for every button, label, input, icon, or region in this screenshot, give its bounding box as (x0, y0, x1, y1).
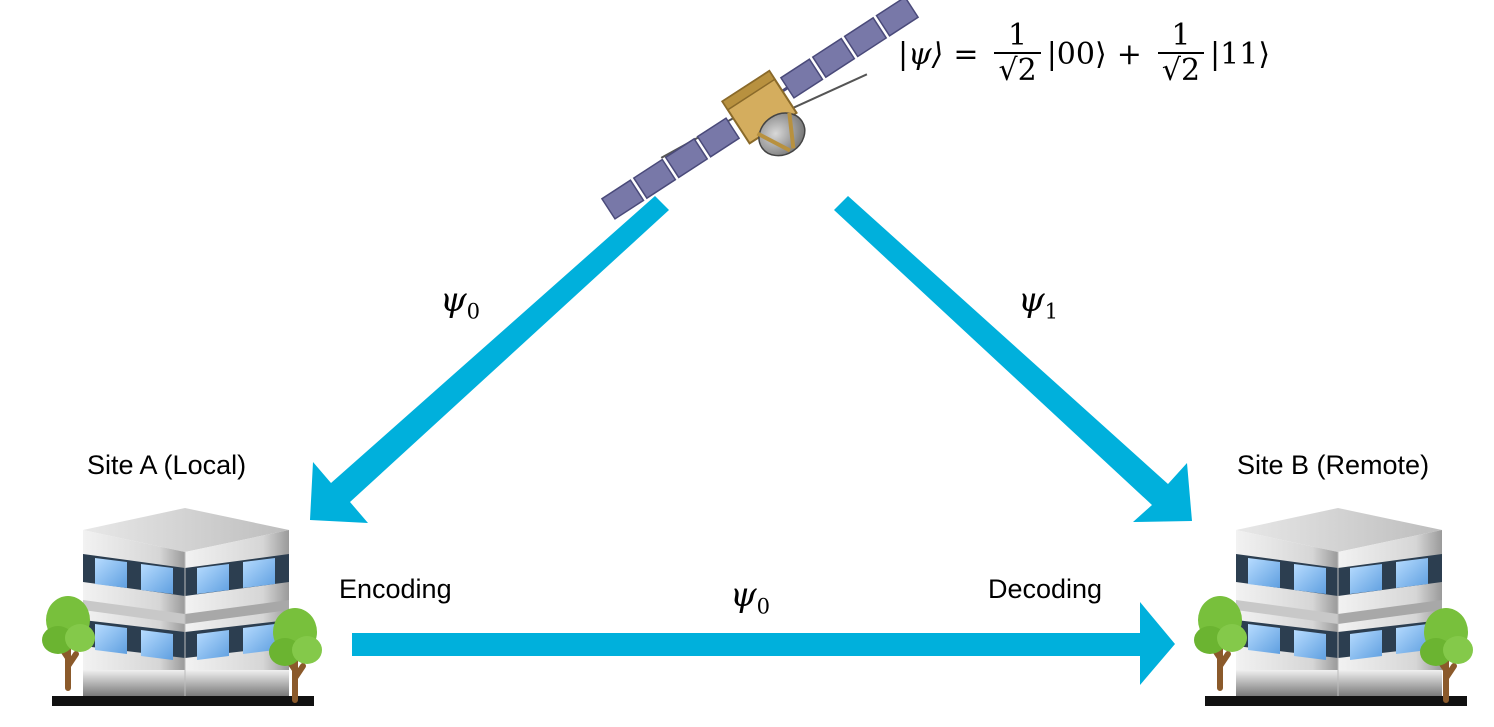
channel-subscript: 0 (756, 593, 771, 619)
channel-arrow-left (310, 196, 669, 523)
formula-ket-00: |00⟩ (1046, 36, 1107, 72)
encoding-label: Encoding (339, 574, 452, 604)
office-building-icon-site-b (1204, 507, 1468, 707)
channel-subscript: 0 (466, 298, 481, 324)
office-building-icon-site-a (51, 507, 315, 707)
formula-lhs: |ψ⟩ (898, 36, 944, 72)
channel-symbol: ψ (730, 575, 757, 615)
formula-coefficient-b: 1 √2 (1157, 18, 1205, 89)
formula-coef-num: 1 (1171, 18, 1191, 53)
formula-equals: = (953, 36, 979, 72)
channel-label-right: ψ1 (1018, 280, 1058, 323)
channel-arrow-right (834, 196, 1192, 522)
formula-coef-num: 1 (1008, 18, 1028, 53)
satellite-icon (600, 0, 920, 220)
formula-coef-den: √2 (1157, 51, 1205, 89)
channel-label-bottom: ψ0 (730, 575, 770, 618)
channel-symbol: ψ (1018, 280, 1045, 320)
channel-subscript: 1 (1044, 298, 1059, 324)
site-a-label: Site A (Local) (87, 450, 247, 480)
channel-label-left: ψ0 (440, 280, 480, 323)
channel-symbol: ψ (440, 280, 467, 320)
formula-coefficient-a: 1 √2 (994, 18, 1041, 89)
formula-plus: + (1116, 36, 1142, 72)
site-b-label: Site B (Remote) (1237, 450, 1430, 480)
formula-ket-11: |11⟩ (1210, 36, 1271, 72)
bell-state-formula: |ψ⟩ = 1 √2 |00⟩ + 1 √2 |11⟩ (898, 20, 1270, 88)
channel-arrow-bottom (352, 602, 1175, 685)
decoding-label: Decoding (988, 574, 1103, 604)
formula-coef-den: √2 (994, 51, 1041, 89)
